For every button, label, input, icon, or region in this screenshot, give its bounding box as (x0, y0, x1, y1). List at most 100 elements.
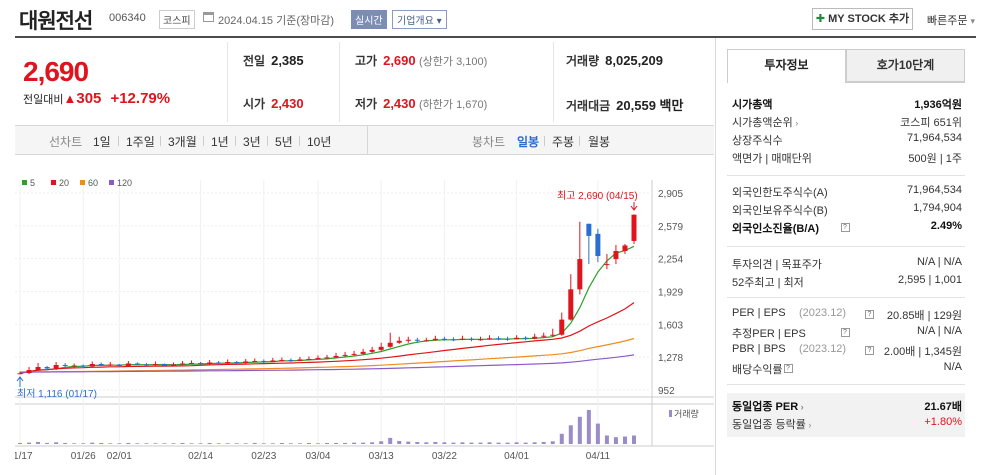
info-label: 추정PER | EPS (732, 328, 806, 340)
candle-body (152, 363, 158, 365)
info-row: 외국인소진율(B/A)? 2.49% (732, 220, 962, 236)
x-tick-label: 01/17 (15, 451, 33, 462)
volume-bar (343, 442, 348, 444)
tab-3y[interactable]: 3년 (243, 135, 261, 149)
company-overview-dropdown[interactable]: 기업개요 ▾ (392, 10, 447, 29)
volume-bar (288, 443, 293, 444)
tab-1w[interactable]: 1주일 (126, 135, 155, 149)
candle-body (207, 362, 213, 364)
amount-label: 거래대금 (566, 99, 611, 113)
volume-bar (550, 441, 555, 444)
candle-body (62, 364, 68, 366)
candle-body (342, 354, 348, 356)
volume-bar (559, 433, 564, 444)
x-tick-label: 01/26 (71, 451, 96, 462)
divider (727, 297, 965, 298)
info-label: PBR | BPS (732, 343, 786, 355)
candle-body (550, 334, 556, 336)
candle-body (478, 339, 483, 341)
info-value: N/A (943, 361, 962, 373)
volume-bar (117, 443, 122, 444)
stock-code: 006340 (109, 12, 146, 24)
volume-bar (622, 436, 627, 444)
low-value: 2,430 (383, 96, 416, 111)
low-annotation: 최저 1,116 (01/17) (17, 388, 97, 400)
tab-1d[interactable]: 1일 (93, 135, 111, 149)
candle-body (586, 223, 592, 236)
info-period: (2023.12) (799, 343, 847, 355)
change-value: 305 (76, 90, 102, 107)
tab-order-book[interactable]: 호가10단계 (846, 49, 965, 82)
y-tick-label: 1,929 (658, 287, 683, 298)
tab-weekly[interactable]: 주봉 (552, 135, 575, 149)
tab-3m[interactable]: 3개월 (168, 135, 197, 149)
help-icon[interactable]: ? (840, 328, 850, 337)
volume-bar (243, 443, 248, 444)
help-icon[interactable]: ? (865, 310, 874, 319)
info-row: 액면가 | 매매단위 500원 | 1주 (732, 150, 962, 166)
volume-bar (252, 442, 257, 444)
candle-body (541, 335, 547, 337)
help-icon[interactable]: ? (840, 223, 850, 232)
tab-investment-info[interactable]: 투자정보 (727, 49, 846, 82)
tab-1y[interactable]: 1년 (211, 135, 229, 149)
x-tick-label: 03/13 (369, 451, 394, 462)
info-value: 71,964,534 (906, 184, 962, 196)
high-label: 고가 (355, 54, 378, 68)
x-tick-label: 03/22 (432, 451, 457, 462)
header-divider (15, 36, 976, 38)
info-value: 20.85배 | 129원 (886, 310, 962, 322)
volume-bar (469, 442, 474, 444)
volume-bar (379, 441, 384, 444)
candle-body (604, 264, 610, 266)
tab-daily[interactable]: 일봉 (517, 135, 540, 149)
candle-body (441, 338, 447, 340)
candle-body (44, 367, 50, 369)
legend-label: 20 (59, 178, 69, 188)
volume-label: 거래량 (566, 54, 600, 68)
chevron-right-icon[interactable]: › (792, 118, 799, 128)
candle-body (351, 353, 357, 355)
candle-body (198, 362, 204, 364)
candle-body (234, 361, 240, 363)
candle-body (116, 364, 122, 366)
volume-bar (153, 443, 158, 444)
volume-bar (180, 442, 185, 444)
volume-bar (487, 442, 492, 444)
info-label: 외국인소진율(B/A) (732, 223, 819, 235)
candle-body (125, 363, 131, 366)
volume-bar (415, 441, 420, 444)
info-label: 52주최고 | 최저 (732, 277, 804, 289)
chevron-right-icon[interactable]: › (805, 420, 812, 430)
volume-bar (460, 442, 465, 444)
add-mystock-button[interactable]: ✚ MY STOCK 추가 (812, 8, 913, 30)
info-label: 동일업종 등락률 › (732, 419, 812, 431)
info-row: 외국인한도주식수(A) 71,964,534 (732, 184, 962, 200)
y-tick-label: 2,579 (658, 222, 683, 233)
quick-order-link[interactable]: 빠른주문 ▾ (927, 12, 975, 28)
tab-separator (579, 136, 580, 146)
candle-body (216, 362, 222, 364)
volume-bar (514, 442, 519, 444)
realtime-button[interactable]: 실시간 (351, 10, 387, 29)
legend-swatch (109, 180, 114, 185)
info-label: 시가총액순위 › (732, 117, 799, 129)
moving-average-line (19, 302, 635, 374)
help-icon[interactable]: ? (865, 346, 874, 355)
tab-5y[interactable]: 5년 (275, 135, 293, 149)
candle-body (297, 359, 303, 361)
chevron-right-icon[interactable]: › (798, 402, 804, 412)
candle-body (387, 342, 393, 347)
legend-swatch (51, 180, 56, 185)
x-tick-label: 02/23 (251, 451, 276, 462)
tab-monthly[interactable]: 월봉 (588, 135, 611, 149)
tab-10y[interactable]: 10년 (307, 135, 332, 149)
volume-value: 8,025,209 (605, 53, 663, 68)
info-value: 2.00배 | 1,345원 (883, 346, 962, 358)
candle-body (143, 364, 149, 366)
candle-body (315, 357, 321, 359)
help-icon[interactable]: ? (783, 364, 793, 373)
high-annotation: 최고 2,690 (04/15) (557, 190, 638, 202)
candle-body (270, 360, 276, 362)
low-label: 저가 (355, 97, 378, 111)
